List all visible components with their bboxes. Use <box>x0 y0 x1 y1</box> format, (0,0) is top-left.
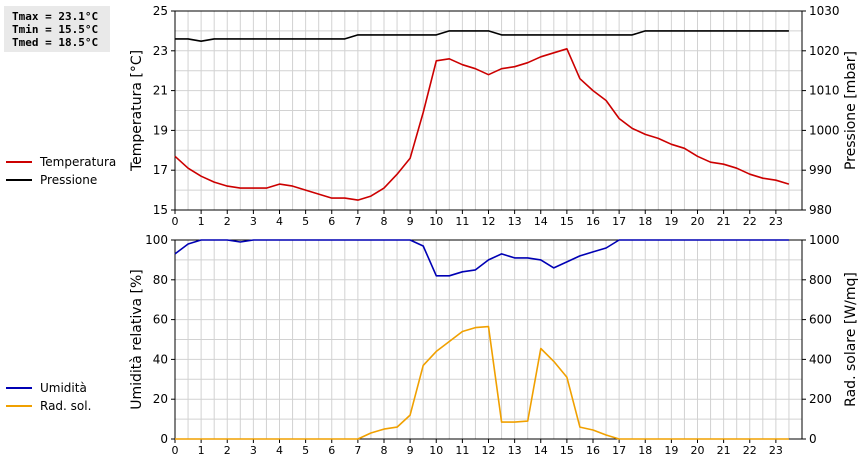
stat-tmax: Tmax = 23.1°C <box>12 10 99 23</box>
y2-tick-label-top: 1030 <box>809 4 840 18</box>
y2-tick-label-top: 990 <box>809 163 832 177</box>
legend-label-temperatura: Temperatura <box>40 155 117 169</box>
y2-tick-label-bottom: 800 <box>809 273 832 287</box>
legend-label-pressione: Pressione <box>40 173 98 187</box>
x-tick-label-top: 19 <box>664 215 678 228</box>
y-tick-label-top: 19 <box>153 123 168 137</box>
series-line-rad-sol- <box>175 325 789 440</box>
x-tick-label-bottom: 2 <box>224 444 231 457</box>
x-tick-label-top: 17 <box>612 215 626 228</box>
y-tick-label-bottom: 100 <box>145 233 168 247</box>
y2-tick-label-top: 1010 <box>809 84 840 98</box>
x-tick-label-top: 1 <box>198 215 205 228</box>
y2-axis-title-top: Pressione [mbar] <box>843 51 859 170</box>
x-tick-label-top: 14 <box>534 215 548 228</box>
stat-tmin: Tmin = 15.5°C <box>12 23 99 36</box>
y2-tick-label-top: 980 <box>809 203 832 217</box>
x-tick-label-top: 16 <box>586 215 600 228</box>
x-tick-label-bottom: 16 <box>586 444 600 457</box>
x-tick-label-bottom: 21 <box>717 444 731 457</box>
x-tick-label-top: 22 <box>743 215 757 228</box>
x-tick-label-top: 23 <box>769 215 783 228</box>
x-tick-label-top: 3 <box>250 215 257 228</box>
y2-tick-label-top: 1020 <box>809 44 840 58</box>
x-tick-label-bottom: 6 <box>328 444 335 457</box>
x-tick-label-bottom: 13 <box>508 444 522 457</box>
y2-tick-label-bottom: 600 <box>809 313 832 327</box>
x-tick-label-top: 9 <box>407 215 414 228</box>
y2-tick-label-bottom: 200 <box>809 392 832 406</box>
x-tick-label-top: 13 <box>508 215 522 228</box>
x-tick-label-bottom: 7 <box>354 444 361 457</box>
x-tick-label-top: 20 <box>691 215 705 228</box>
x-tick-label-bottom: 8 <box>381 444 388 457</box>
series-line-umidit- <box>174 239 789 277</box>
stats-box: Tmax = 23.1°C Tmin = 15.5°C Tmed = 18.5°… <box>4 6 110 52</box>
legend-swatch-radsol <box>6 405 32 407</box>
x-tick-label-top: 7 <box>354 215 361 228</box>
x-tick-label-bottom: 11 <box>455 444 469 457</box>
legend-label-radsol: Rad. sol. <box>40 399 92 413</box>
x-tick-label-bottom: 17 <box>612 444 626 457</box>
x-tick-label-top: 4 <box>276 215 283 228</box>
legend-top: Temperatura Pressione <box>6 153 116 189</box>
x-tick-label-top: 10 <box>429 215 443 228</box>
series-line-pressione <box>175 30 789 43</box>
series-line-temperatura <box>174 47 790 201</box>
y-axis-title-bottom: Umidità relativa [%] <box>129 269 145 410</box>
x-tick-label-top: 12 <box>482 215 496 228</box>
x-tick-label-bottom: 18 <box>638 444 652 457</box>
x-tick-label-bottom: 23 <box>769 444 783 457</box>
y2-axis-title-bottom: Rad. solare [W/mq] <box>843 272 859 407</box>
y-tick-label-top: 17 <box>153 163 168 177</box>
y-tick-label-top: 15 <box>153 203 168 217</box>
x-tick-label-top: 0 <box>172 215 179 228</box>
x-tick-label-top: 11 <box>455 215 469 228</box>
x-tick-label-top: 21 <box>717 215 731 228</box>
x-tick-label-top: 8 <box>381 215 388 228</box>
x-tick-label-bottom: 3 <box>250 444 257 457</box>
legend-item-pressione: Pressione <box>6 171 116 189</box>
x-tick-label-bottom: 19 <box>664 444 678 457</box>
y-tick-label-top: 21 <box>153 84 168 98</box>
x-tick-label-bottom: 12 <box>482 444 496 457</box>
x-tick-label-bottom: 1 <box>198 444 205 457</box>
x-tick-label-bottom: 4 <box>276 444 283 457</box>
y-tick-label-bottom: 40 <box>153 352 168 366</box>
y-tick-label-bottom: 60 <box>153 313 168 327</box>
x-tick-label-top: 18 <box>638 215 652 228</box>
x-tick-label-top: 6 <box>328 215 335 228</box>
legend-swatch-pressione <box>6 179 32 181</box>
y-tick-label-top: 23 <box>153 44 168 58</box>
x-tick-label-bottom: 5 <box>302 444 309 457</box>
legend-swatch-temperatura <box>6 161 32 163</box>
stat-tmed: Tmed = 18.5°C <box>12 36 99 49</box>
x-tick-label-top: 15 <box>560 215 574 228</box>
x-tick-label-bottom: 14 <box>534 444 548 457</box>
legend-item-radsol: Rad. sol. <box>6 397 91 415</box>
x-tick-label-bottom: 9 <box>407 444 414 457</box>
x-tick-label-top: 2 <box>224 215 231 228</box>
x-tick-label-bottom: 0 <box>172 444 179 457</box>
y2-tick-label-bottom: 1000 <box>809 233 840 247</box>
y2-tick-label-bottom: 0 <box>809 432 817 446</box>
x-tick-label-top: 5 <box>302 215 309 228</box>
x-tick-label-bottom: 10 <box>429 444 443 457</box>
x-tick-label-bottom: 15 <box>560 444 574 457</box>
legend-bottom: Umidità Rad. sol. <box>6 379 91 415</box>
y-tick-label-bottom: 80 <box>153 273 168 287</box>
y-tick-label-bottom: 0 <box>160 432 168 446</box>
x-tick-label-bottom: 22 <box>743 444 757 457</box>
legend-item-umidita: Umidità <box>6 379 91 397</box>
y2-tick-label-bottom: 400 <box>809 352 832 366</box>
y-axis-title-top: Temperatura [°C] <box>129 50 145 172</box>
legend-swatch-umidita <box>6 387 32 389</box>
y-tick-label-top: 25 <box>153 4 168 18</box>
x-tick-label-bottom: 20 <box>691 444 705 457</box>
y-tick-label-bottom: 20 <box>153 392 168 406</box>
legend-item-temperatura: Temperatura <box>6 153 116 171</box>
y2-tick-label-top: 1000 <box>809 123 840 137</box>
legend-label-umidita: Umidità <box>40 381 87 395</box>
